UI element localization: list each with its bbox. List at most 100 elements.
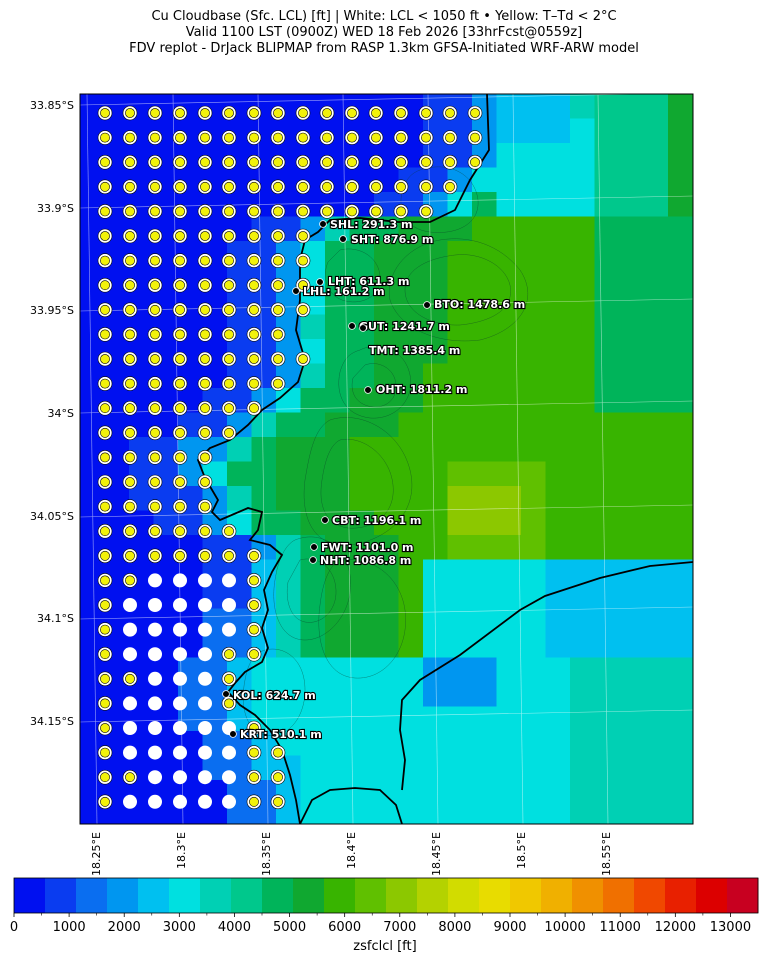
yellow-dewpoint-core bbox=[175, 304, 185, 315]
yellow-dewpoint-core bbox=[249, 772, 259, 783]
yellow-dewpoint-core bbox=[298, 157, 308, 168]
white-lcl-marker bbox=[123, 721, 137, 735]
yellow-dewpoint-core bbox=[224, 427, 234, 438]
longitude-tick-label: 18.55°E bbox=[600, 832, 613, 876]
white-lcl-marker bbox=[198, 696, 212, 711]
yellow-dewpoint-core bbox=[100, 550, 110, 561]
white-lcl-marker bbox=[198, 745, 212, 760]
yellow-dewpoint-core bbox=[371, 132, 381, 143]
colorbar-bin bbox=[727, 878, 759, 913]
colorbar-bin bbox=[231, 878, 263, 913]
plot-frame bbox=[79, 93, 694, 825]
yellow-dewpoint-core bbox=[249, 723, 259, 733]
colorbar-label: zsfclcl [ft] bbox=[353, 939, 416, 954]
longitude-tick-label: 18.3°E bbox=[175, 832, 188, 869]
yellow-dewpoint-core bbox=[224, 108, 234, 118]
yellow-dewpoint-core bbox=[224, 132, 234, 143]
longitude-tick-label: 18.4°E bbox=[345, 832, 358, 869]
colorbar-tick-label: 11000 bbox=[600, 920, 641, 935]
yellow-dewpoint-core bbox=[200, 280, 210, 291]
yellow-dewpoint-core bbox=[125, 304, 135, 315]
white-lcl-marker bbox=[123, 598, 137, 612]
station-dot bbox=[316, 278, 324, 286]
colorbar-bin bbox=[665, 878, 697, 913]
yellow-dewpoint-core bbox=[273, 280, 283, 291]
yellow-dewpoint-core bbox=[100, 280, 110, 291]
yellow-dewpoint-core bbox=[249, 206, 259, 217]
colorbar-bin bbox=[603, 878, 635, 913]
yellow-dewpoint-core bbox=[273, 378, 283, 389]
yellow-dewpoint-core bbox=[150, 181, 160, 192]
yellow-dewpoint-core bbox=[175, 526, 185, 537]
yellow-dewpoint-core bbox=[298, 206, 308, 217]
yellow-dewpoint-core bbox=[175, 354, 185, 364]
yellow-dewpoint-core bbox=[125, 255, 135, 266]
white-lcl-marker bbox=[148, 671, 162, 686]
yellow-dewpoint-core bbox=[224, 649, 234, 660]
colorbar-bin bbox=[169, 878, 201, 913]
yellow-dewpoint-core bbox=[100, 624, 110, 635]
white-lcl-marker bbox=[198, 770, 212, 785]
white-lcl-marker bbox=[148, 794, 162, 809]
yellow-dewpoint-core bbox=[249, 550, 259, 561]
yellow-dewpoint-core bbox=[396, 108, 406, 118]
yellow-dewpoint-core bbox=[224, 181, 234, 192]
colorbar-tick-label: 2000 bbox=[108, 920, 141, 935]
yellow-dewpoint-core bbox=[273, 157, 283, 168]
yellow-dewpoint-core bbox=[200, 403, 210, 414]
yellow-dewpoint-core bbox=[175, 550, 185, 561]
white-lcl-marker bbox=[198, 598, 212, 612]
yellow-dewpoint-core bbox=[150, 354, 160, 364]
station-label: KRT: 510.1 m bbox=[240, 728, 322, 741]
yellow-dewpoint-core bbox=[150, 378, 160, 389]
yellow-dewpoint-core bbox=[100, 723, 110, 733]
white-lcl-marker bbox=[173, 770, 187, 785]
yellow-dewpoint-core bbox=[224, 255, 234, 266]
yellow-dewpoint-core bbox=[347, 108, 357, 118]
yellow-dewpoint-core bbox=[125, 378, 135, 389]
yellow-dewpoint-core bbox=[421, 206, 431, 217]
station-label: BTO: 1478.6 m bbox=[434, 298, 525, 311]
yellow-dewpoint-core bbox=[200, 427, 210, 438]
station-label: KOL: 624.7 m bbox=[233, 689, 316, 702]
yellow-dewpoint-core bbox=[150, 550, 160, 561]
yellow-dewpoint-core bbox=[200, 477, 210, 487]
yellow-dewpoint-core bbox=[249, 747, 259, 758]
colorbar-bin bbox=[262, 878, 294, 913]
white-lcl-marker bbox=[222, 770, 236, 785]
yellow-dewpoint-core bbox=[396, 206, 406, 217]
station-dot bbox=[364, 386, 372, 394]
yellow-dewpoint-core bbox=[347, 206, 357, 217]
station-dot bbox=[292, 287, 300, 295]
white-lcl-marker bbox=[198, 647, 212, 662]
colorbar-bin bbox=[45, 878, 77, 913]
yellow-dewpoint-core bbox=[249, 403, 259, 414]
yellow-dewpoint-core bbox=[175, 280, 185, 291]
station-label: TMT: 1385.4 m bbox=[369, 344, 460, 357]
latitude-tick-label: 34.15°S bbox=[30, 715, 74, 728]
yellow-dewpoint-core bbox=[150, 304, 160, 315]
colorbar-bin bbox=[696, 878, 728, 913]
longitude-tick-label: 18.45°E bbox=[430, 832, 443, 876]
yellow-dewpoint-core bbox=[100, 108, 110, 118]
white-lcl-marker bbox=[222, 573, 236, 588]
yellow-dewpoint-core bbox=[200, 354, 210, 364]
station-dot bbox=[348, 322, 356, 330]
yellow-dewpoint-core bbox=[249, 600, 259, 610]
yellow-dewpoint-core bbox=[100, 698, 110, 709]
yellow-dewpoint-core bbox=[125, 329, 135, 340]
station-dot bbox=[339, 235, 347, 243]
colorbar-bin bbox=[634, 878, 666, 913]
yellow-dewpoint-core bbox=[200, 329, 210, 340]
yellow-dewpoint-core bbox=[421, 108, 431, 118]
station-label: GUT: 1241.7 m bbox=[359, 320, 450, 333]
latitude-tick-label: 33.9°S bbox=[37, 202, 74, 215]
white-lcl-marker bbox=[198, 721, 212, 735]
white-lcl-marker bbox=[173, 647, 187, 662]
colorbar-tick-label: 8000 bbox=[438, 920, 471, 935]
yellow-dewpoint-core bbox=[100, 501, 110, 512]
yellow-dewpoint-core bbox=[100, 649, 110, 660]
white-lcl-marker bbox=[198, 794, 212, 809]
yellow-dewpoint-core bbox=[100, 796, 110, 807]
